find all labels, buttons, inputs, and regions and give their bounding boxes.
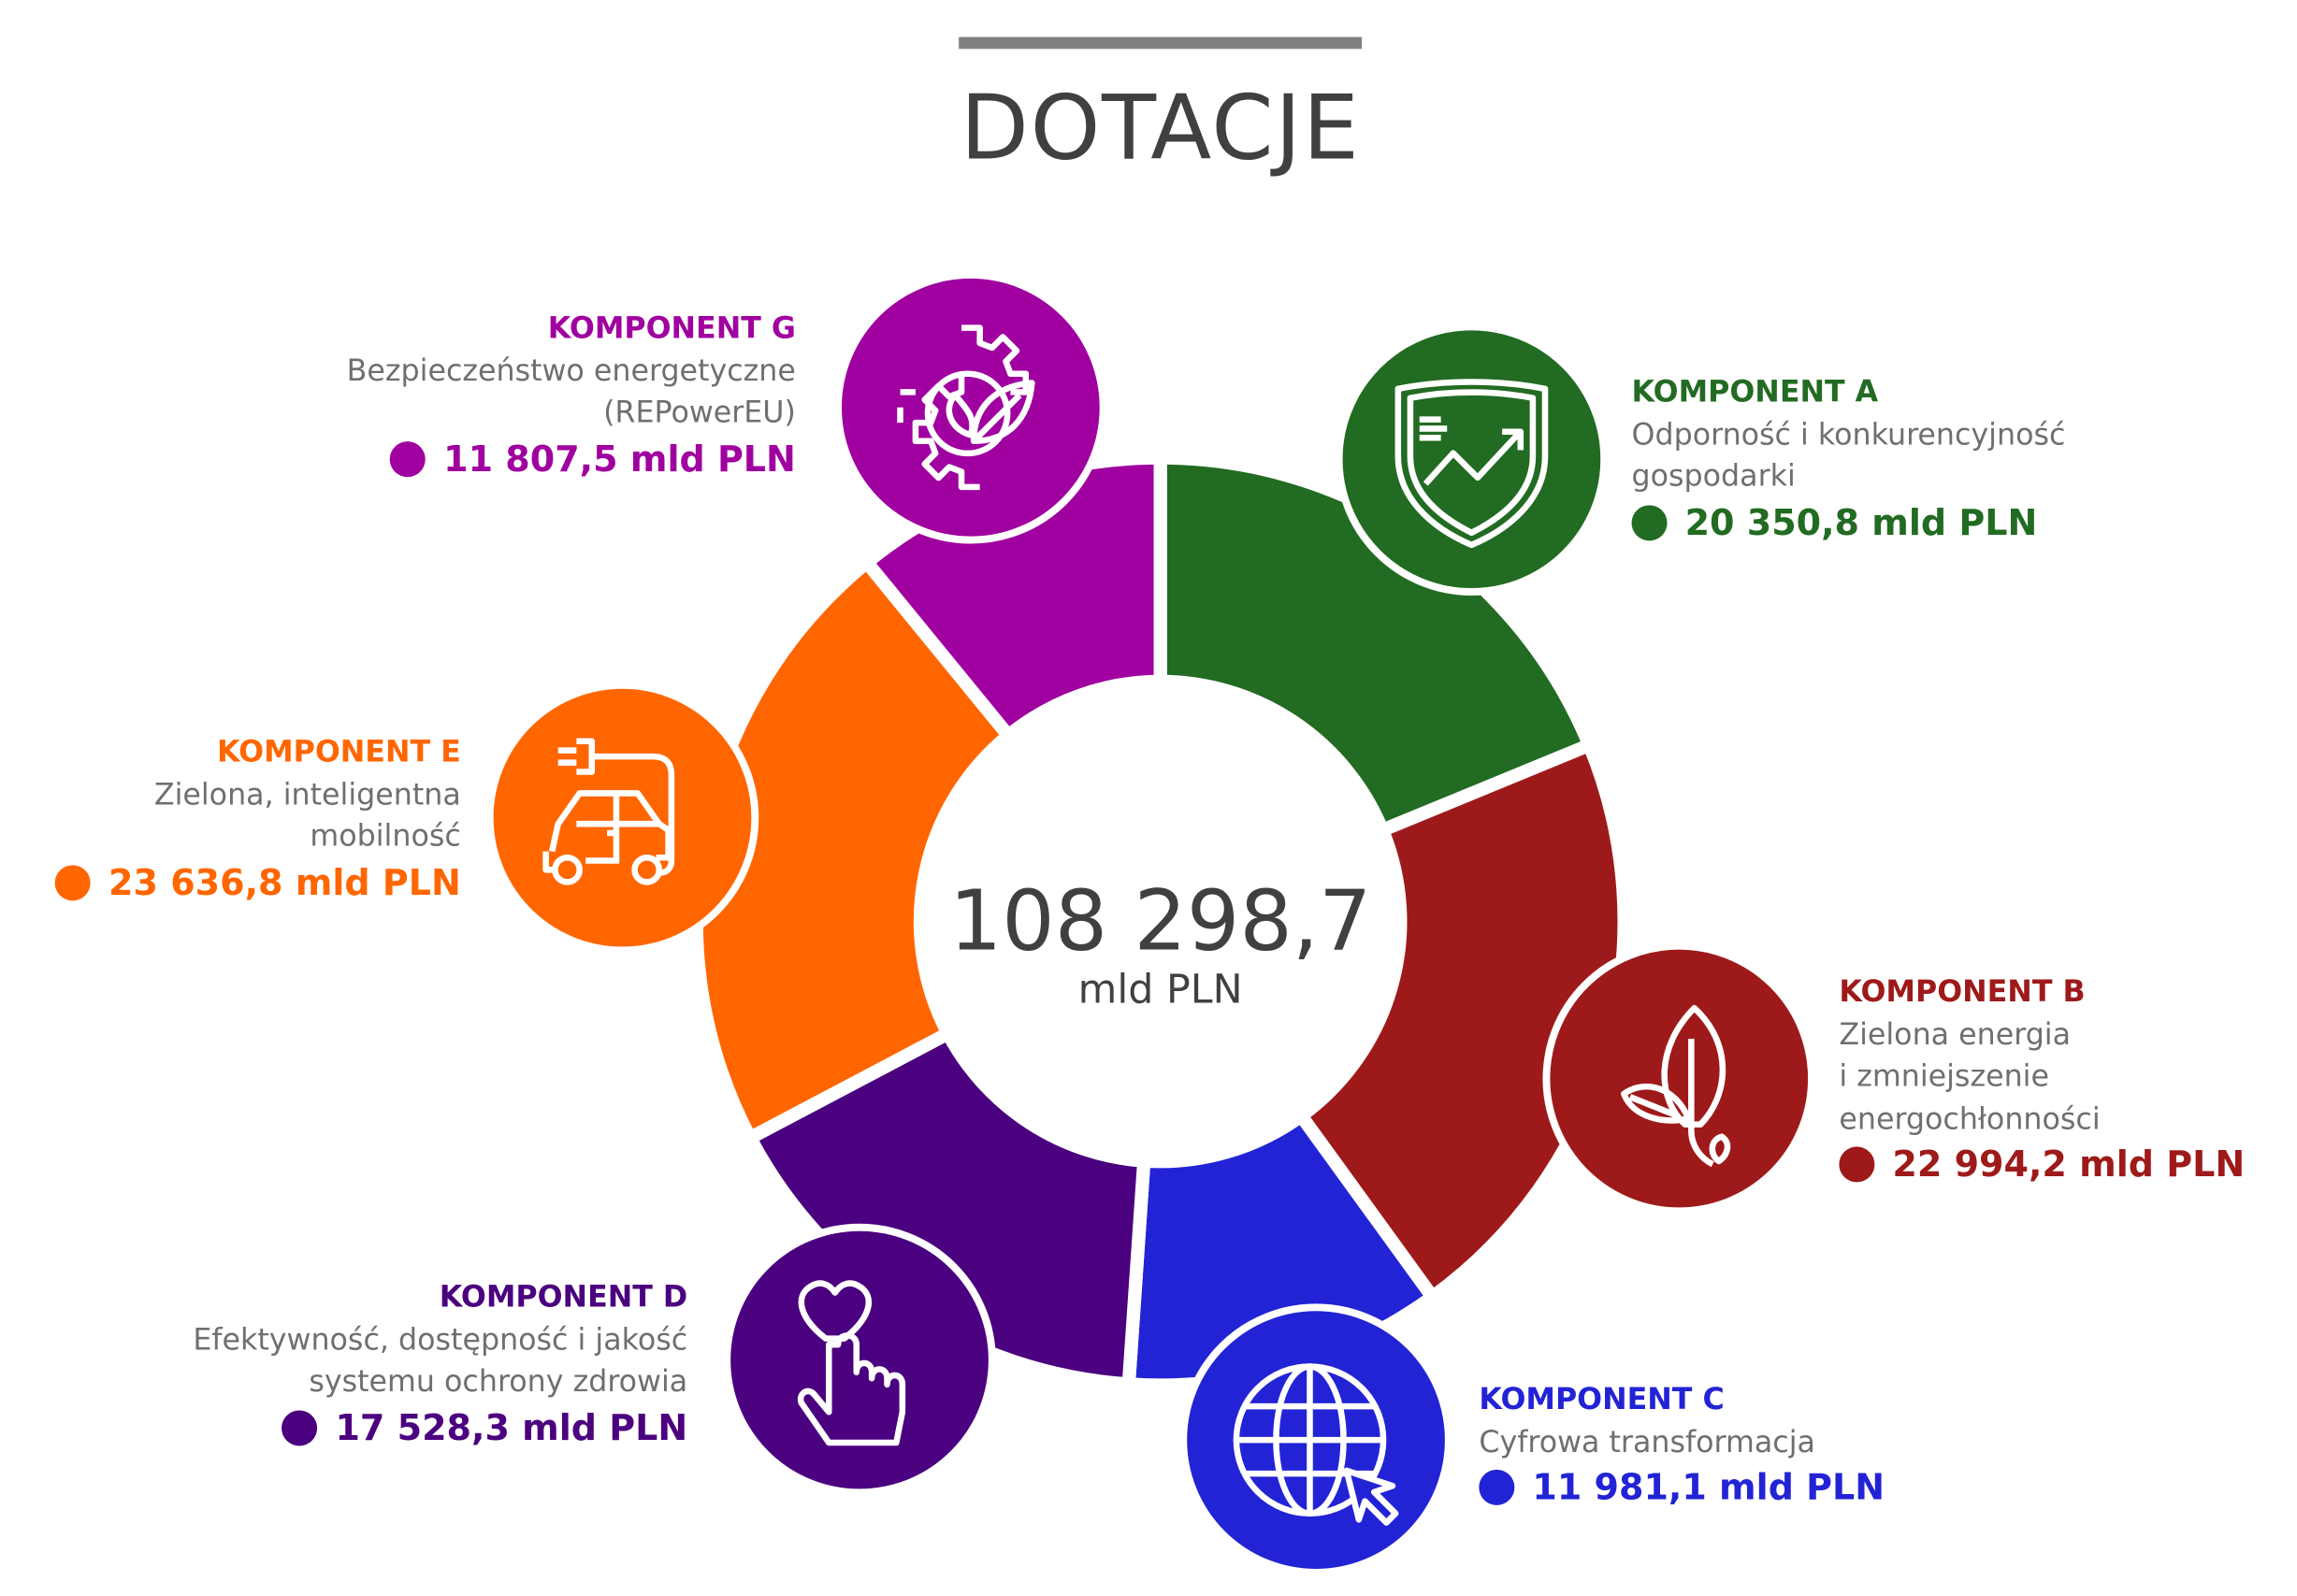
component-c-icon-circle: [1179, 1303, 1452, 1576]
component-e-desc-1: Zielona, inteligentna: [153, 775, 461, 812]
component-b-label: KOMPONENT B Zielona energia i zmniejszen…: [1839, 971, 2297, 1186]
leaf-icon: [1621, 1004, 1731, 1168]
title-bar-decoration: [959, 36, 1363, 50]
component-e-title: KOMPONENT E: [217, 733, 461, 769]
legend-dot: [390, 440, 426, 477]
component-c-desc-1: Cyfrowa transformacja: [1479, 1422, 1815, 1459]
component-g-value: 11 807,5 mld PLN: [443, 438, 796, 480]
component-d-icon-circle: [723, 1223, 996, 1497]
legend-dot: [54, 864, 92, 900]
component-g-label: KOMPONENT G Bezpieczeństwo energetyczne …: [144, 307, 796, 480]
total-value: 108 298,7: [948, 873, 1372, 971]
heart-hand-icon: [797, 1280, 906, 1446]
donut-segment-komponent-d: [741, 1024, 1151, 1391]
legend-dot: [1839, 1146, 1875, 1183]
shield-chart-icon: [1394, 379, 1549, 549]
component-d-value: 17 528,3 mld PLN: [335, 1406, 688, 1448]
component-c-title: KOMPONENT C: [1479, 1380, 1725, 1416]
component-a-desc-1: Odporność i konkurencyjność: [1631, 415, 2066, 452]
component-b-title: KOMPONENT B: [1839, 973, 2086, 1010]
component-b-desc-3: energochłonności: [1839, 1100, 2101, 1136]
component-g-icon-circle: [834, 270, 1107, 544]
component-d-label: KOMPONENT D Efektywność, dostępność i ja…: [36, 1275, 687, 1448]
legend-dot: [282, 1410, 318, 1446]
component-g-title: KOMPONENT G: [547, 309, 796, 346]
component-a-icon-circle: [1335, 323, 1609, 596]
legend-dot: [1479, 1470, 1515, 1506]
donut-segment-komponent-a: [1153, 451, 1598, 840]
component-g-desc-1: Bezpieczeństwo energetyczne: [346, 352, 796, 388]
donut-segment-komponent-b: [1292, 736, 1631, 1307]
component-c-label: KOMPONENT C Cyfrowa transformacja 11 981…: [1479, 1378, 2131, 1509]
component-c-value: 11 981,1 mld PLN: [1532, 1466, 1885, 1509]
page-title: DOTACJE: [960, 77, 1361, 181]
component-b-desc-2: i zmniejszenie: [1839, 1057, 2049, 1094]
globe-cursor-icon: [1233, 1363, 1399, 1526]
component-a-desc-2: gospodarki: [1631, 457, 1796, 494]
component-a-value: 20 350,8 mld PLN: [1684, 501, 2038, 543]
component-g-desc-2: (REPowerEU): [603, 394, 796, 430]
component-d-desc-1: Efektywność, dostępność i jakość: [193, 1320, 688, 1357]
component-e-icon-circle: [485, 681, 759, 955]
component-e-label: KOMPONENT E Zielona, inteligentna mobiln…: [0, 730, 461, 903]
component-b-icon-circle: [1542, 942, 1816, 1215]
component-a-title: KOMPONENT A: [1631, 373, 1879, 410]
component-d-title: KOMPONENT D: [439, 1278, 688, 1315]
donut-segment-komponent-e: [689, 553, 1018, 1147]
gear-leaf-icon: [897, 324, 1035, 491]
component-a-label: KOMPONENT A Odporność i konkurencyjność …: [1631, 370, 2284, 543]
component-d-desc-2: systemu ochrony zdrowia: [309, 1362, 688, 1399]
component-e-desc-2: mobilność: [310, 817, 461, 854]
component-b-value: 22 994,2 mld PLN: [1892, 1143, 2246, 1186]
component-b-desc-1: Zielona energia: [1839, 1015, 2072, 1052]
component-e-value: 23 636,8 mld PLN: [108, 861, 461, 903]
total-unit: mld PLN: [1077, 967, 1243, 1014]
electric-car-icon: [542, 738, 675, 885]
legend-dot: [1631, 504, 1668, 540]
